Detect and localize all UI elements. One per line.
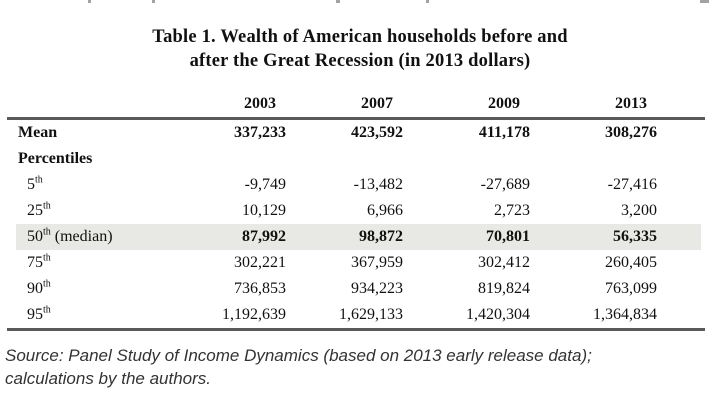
column-header-spacer: [657, 91, 705, 119]
cell-75th-2009: 302,412: [478, 254, 530, 271]
row-label-text: Mean: [18, 124, 58, 141]
source-note: Source: Panel Study of Income Dynamics (…: [5, 344, 720, 390]
cell-90th-2007: 934,223: [351, 280, 403, 297]
row-label-text: 75: [27, 254, 43, 271]
cell-25th-2003: 10,129: [242, 202, 286, 219]
row-label-text: Percentiles: [18, 150, 93, 167]
cell-95th-2009: 1,420,304: [466, 306, 530, 323]
spacer-cell: [657, 198, 705, 224]
row-label-median: 50th (median): [7, 224, 162, 250]
table-row-mean: Mean 337,233 423,592 411,178 308,276: [7, 119, 705, 147]
cell-25th-2009: 2,723: [494, 202, 530, 219]
spacer-cell: [657, 302, 705, 330]
table-row-median: 50th (median) 87,992 98,872 70,801 56,33…: [7, 224, 705, 250]
table-title: Table 1. Wealth of American households b…: [0, 0, 720, 73]
cell-mean-2009: 411,178: [478, 124, 530, 141]
row-label-text: 90: [27, 280, 43, 297]
cell-90th-2003: 736,853: [234, 280, 286, 297]
cell-90th-2013: 763,099: [605, 280, 657, 297]
ordinal-superscript: th: [35, 174, 43, 186]
spacer-cell: [657, 250, 705, 276]
cell-95th-2003: 1,192,639: [222, 306, 286, 323]
wealth-table: 2003 2007 2009 2013 Mean 337,233 423,592…: [7, 91, 705, 331]
cell-95th-2013: 1,364,834: [593, 306, 657, 323]
source-note-line1: Source: Panel Study of Income Dynamics (…: [5, 346, 592, 365]
row-label-95th: 95th: [7, 302, 162, 330]
spacer-cell: [657, 224, 705, 250]
column-header-2009: 2009: [488, 95, 520, 112]
cell-mean-2003: 337,233: [234, 124, 286, 141]
table-row-95th: 95th 1,192,639 1,629,133 1,420,304 1,364…: [7, 302, 705, 330]
cell-25th-2007: 6,966: [367, 202, 403, 219]
spacer-cell: [657, 119, 705, 147]
column-header-blank: [7, 91, 162, 119]
row-label-percentiles: Percentiles: [7, 146, 162, 172]
row-label-mean: Mean: [7, 119, 162, 147]
spacer-cell: [657, 172, 705, 198]
row-label-text: 50: [27, 228, 43, 245]
column-header-2003: 2003: [244, 95, 276, 112]
cell-median-2009: 70,801: [403, 224, 530, 250]
table-title-line1: Table 1. Wealth of American households b…: [152, 27, 568, 47]
cell-empty: [403, 146, 530, 172]
cell-5th-2009: -27,689: [480, 176, 530, 193]
cell-75th-2007: 367,959: [351, 254, 403, 271]
ordinal-superscript: th: [43, 226, 51, 238]
cropped-text-fragments: [0, 0, 720, 4]
cell-empty: [286, 146, 403, 172]
table-row-75th: 75th 302,221 367,959 302,412 260,405: [7, 250, 705, 276]
spacer-cell: [657, 146, 705, 172]
cell-90th-2009: 819,824: [478, 280, 530, 297]
row-label-suffix: (median): [50, 228, 113, 245]
column-header-2007: 2007: [361, 95, 393, 112]
table-row-25th: 25th 10,129 6,966 2,723 3,200: [7, 198, 705, 224]
row-label-25th: 25th: [7, 198, 162, 224]
cell-5th-2007: -13,482: [353, 176, 403, 193]
column-header-2013: 2013: [615, 95, 647, 112]
cell-75th-2003: 302,221: [234, 254, 286, 271]
ordinal-superscript: th: [43, 304, 51, 316]
row-label-5th: 5th: [7, 172, 162, 198]
cell-median-2007: 98,872: [286, 224, 403, 250]
row-label-text: 25: [27, 202, 43, 219]
row-label-text: 5: [27, 176, 35, 193]
cell-median-2003: 87,992: [162, 224, 286, 250]
source-note-line2: calculations by the authors.: [5, 369, 212, 388]
cell-median-2013: 56,335: [530, 224, 657, 250]
ordinal-superscript: th: [43, 200, 51, 212]
table-title-line2: after the Great Recession (in 2013 dolla…: [189, 51, 531, 71]
ordinal-superscript: th: [43, 278, 51, 290]
ordinal-superscript: th: [43, 252, 51, 264]
cell-5th-2013: -27,416: [607, 176, 657, 193]
row-label-75th: 75th: [7, 250, 162, 276]
row-label-text: 95: [27, 306, 43, 323]
cell-25th-2013: 3,200: [621, 202, 657, 219]
table-row-percentiles-header: Percentiles: [7, 146, 705, 172]
header-row: 2003 2007 2009 2013: [7, 91, 705, 119]
cell-5th-2003: -9,749: [244, 176, 286, 193]
table-row-90th: 90th 736,853 934,223 819,824 763,099: [7, 276, 705, 302]
row-label-90th: 90th: [7, 276, 162, 302]
cell-75th-2013: 260,405: [605, 254, 657, 271]
cell-mean-2007: 423,592: [351, 124, 403, 141]
cell-95th-2007: 1,629,133: [339, 306, 403, 323]
cell-mean-2013: 308,276: [605, 124, 657, 141]
spacer-cell: [657, 276, 705, 302]
cell-empty: [162, 146, 286, 172]
cell-empty: [530, 146, 657, 172]
table-row-5th: 5th -9,749 -13,482 -27,689 -27,416: [7, 172, 705, 198]
